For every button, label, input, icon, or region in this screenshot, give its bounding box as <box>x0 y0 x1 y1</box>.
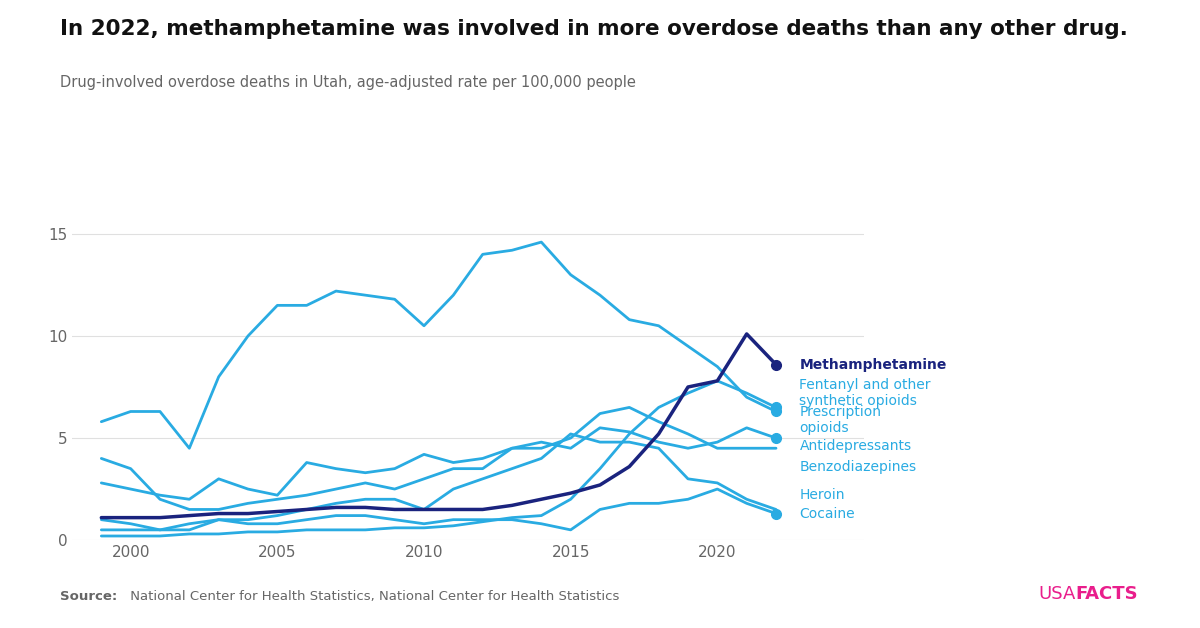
Text: Source:: Source: <box>60 590 118 603</box>
Text: Fentanyl and other
synthetic opioids: Fentanyl and other synthetic opioids <box>799 378 931 408</box>
Text: National Center for Health Statistics, National Center for Health Statistics: National Center for Health Statistics, N… <box>126 590 619 603</box>
Text: Prescription
opioids: Prescription opioids <box>799 404 882 435</box>
Text: Benzodiazepines: Benzodiazepines <box>799 460 917 474</box>
Text: Methamphetamine: Methamphetamine <box>799 357 947 372</box>
Text: Antidepressants: Antidepressants <box>799 439 912 453</box>
Text: In 2022, methamphetamine was involved in more overdose deaths than any other dru: In 2022, methamphetamine was involved in… <box>60 19 1128 39</box>
Text: USA: USA <box>1038 585 1075 603</box>
Text: Drug-involved overdose deaths in Utah, age-adjusted rate per 100,000 people: Drug-involved overdose deaths in Utah, a… <box>60 75 636 90</box>
Text: Heroin: Heroin <box>799 488 845 502</box>
Text: FACTS: FACTS <box>1075 585 1138 603</box>
Text: Cocaine: Cocaine <box>799 507 856 521</box>
